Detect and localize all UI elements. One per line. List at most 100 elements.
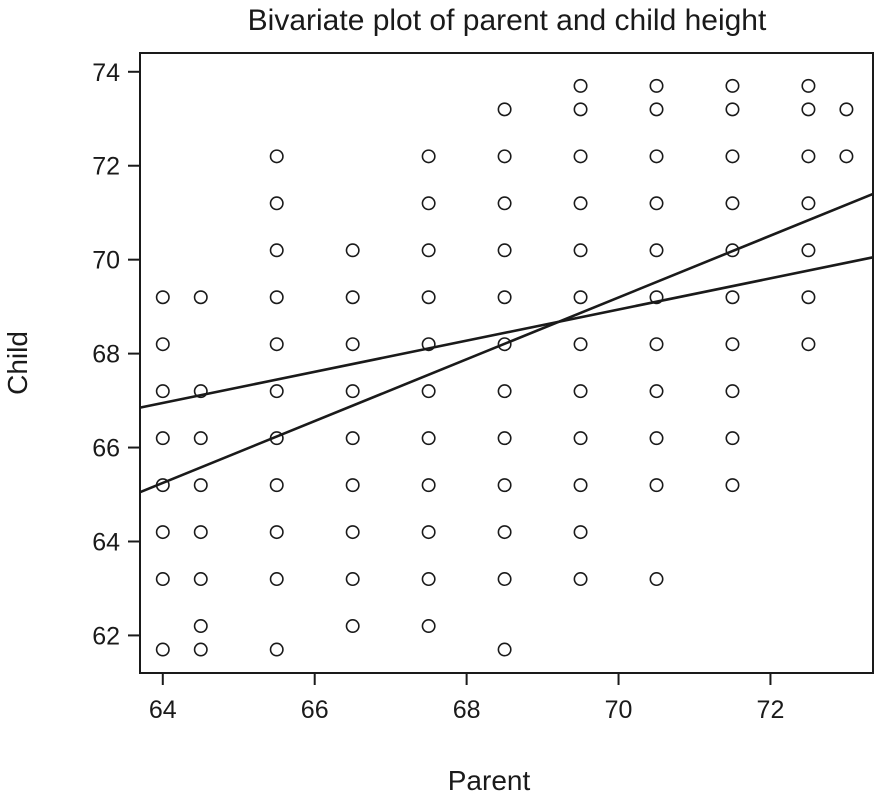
data-point xyxy=(155,572,170,587)
data-point xyxy=(725,149,740,164)
data-point xyxy=(573,102,588,117)
data-point xyxy=(725,196,740,211)
regression-line xyxy=(139,192,874,494)
data-points xyxy=(155,78,854,657)
data-point xyxy=(497,196,512,211)
x-tick-label: 72 xyxy=(757,696,785,724)
x-tick-label: 70 xyxy=(605,696,633,724)
data-point xyxy=(345,290,360,305)
y-tick-label: 74 xyxy=(92,59,120,87)
data-point xyxy=(421,431,436,446)
data-point xyxy=(345,478,360,493)
y-tick-label: 68 xyxy=(92,341,120,369)
data-point xyxy=(269,572,284,587)
x-axis-title: Parent xyxy=(448,765,531,796)
data-point xyxy=(421,525,436,540)
data-point xyxy=(269,642,284,657)
data-point xyxy=(155,642,170,657)
data-point xyxy=(573,196,588,211)
data-point xyxy=(497,149,512,164)
data-point xyxy=(421,149,436,164)
data-point xyxy=(573,290,588,305)
data-point xyxy=(649,384,664,399)
data-point xyxy=(345,572,360,587)
data-point xyxy=(193,525,208,540)
y-axis: 62 64 66 68 70 72 74 xyxy=(92,59,140,650)
data-point xyxy=(155,525,170,540)
data-point xyxy=(497,525,512,540)
data-point xyxy=(497,337,512,352)
data-point xyxy=(193,431,208,446)
data-point xyxy=(155,337,170,352)
data-point xyxy=(497,102,512,117)
data-point xyxy=(421,572,436,587)
data-point xyxy=(345,431,360,446)
data-point xyxy=(497,572,512,587)
data-point xyxy=(649,572,664,587)
x-tick-label: 68 xyxy=(453,696,481,724)
data-point xyxy=(497,384,512,399)
data-point xyxy=(155,290,170,305)
data-point xyxy=(421,337,436,352)
data-point xyxy=(269,525,284,540)
data-point xyxy=(497,478,512,493)
data-point xyxy=(345,243,360,258)
y-tick-label: 72 xyxy=(92,153,120,181)
data-point xyxy=(497,243,512,258)
data-point xyxy=(573,149,588,164)
data-point xyxy=(573,431,588,446)
data-point xyxy=(725,337,740,352)
data-point xyxy=(421,619,436,634)
y-tick-label: 66 xyxy=(92,435,120,463)
data-point xyxy=(155,384,170,399)
data-point xyxy=(155,431,170,446)
regression-line xyxy=(139,256,874,409)
x-axis: 64 66 68 70 72 xyxy=(149,673,784,724)
data-point xyxy=(725,243,740,258)
data-point xyxy=(725,290,740,305)
data-point xyxy=(345,525,360,540)
data-point xyxy=(269,478,284,493)
data-point xyxy=(573,243,588,258)
data-point xyxy=(801,290,816,305)
data-point xyxy=(573,78,588,93)
x-tick-label: 66 xyxy=(301,696,329,724)
data-point xyxy=(421,196,436,211)
data-point xyxy=(649,431,664,446)
data-point xyxy=(801,149,816,164)
x-tick-label: 64 xyxy=(149,696,177,724)
data-point xyxy=(421,243,436,258)
plot-frame xyxy=(139,52,874,674)
data-point xyxy=(193,572,208,587)
y-tick-label: 62 xyxy=(92,622,120,650)
data-point xyxy=(193,619,208,634)
data-point xyxy=(573,384,588,399)
data-point xyxy=(725,478,740,493)
regression-lines xyxy=(139,192,874,494)
data-point xyxy=(839,149,854,164)
data-point xyxy=(269,384,284,399)
data-point xyxy=(573,525,588,540)
data-point xyxy=(649,102,664,117)
data-point xyxy=(573,478,588,493)
data-point xyxy=(649,290,664,305)
data-point xyxy=(649,337,664,352)
data-point xyxy=(421,290,436,305)
data-point xyxy=(801,78,816,93)
data-point xyxy=(497,642,512,657)
y-tick-label: 64 xyxy=(92,528,120,556)
data-point xyxy=(649,196,664,211)
data-point xyxy=(801,196,816,211)
data-point xyxy=(725,431,740,446)
data-point xyxy=(155,478,170,493)
data-point xyxy=(421,384,436,399)
data-point xyxy=(269,337,284,352)
data-point xyxy=(421,478,436,493)
data-point xyxy=(649,149,664,164)
data-point xyxy=(649,243,664,258)
data-point xyxy=(269,196,284,211)
data-point xyxy=(573,337,588,352)
data-point xyxy=(497,290,512,305)
